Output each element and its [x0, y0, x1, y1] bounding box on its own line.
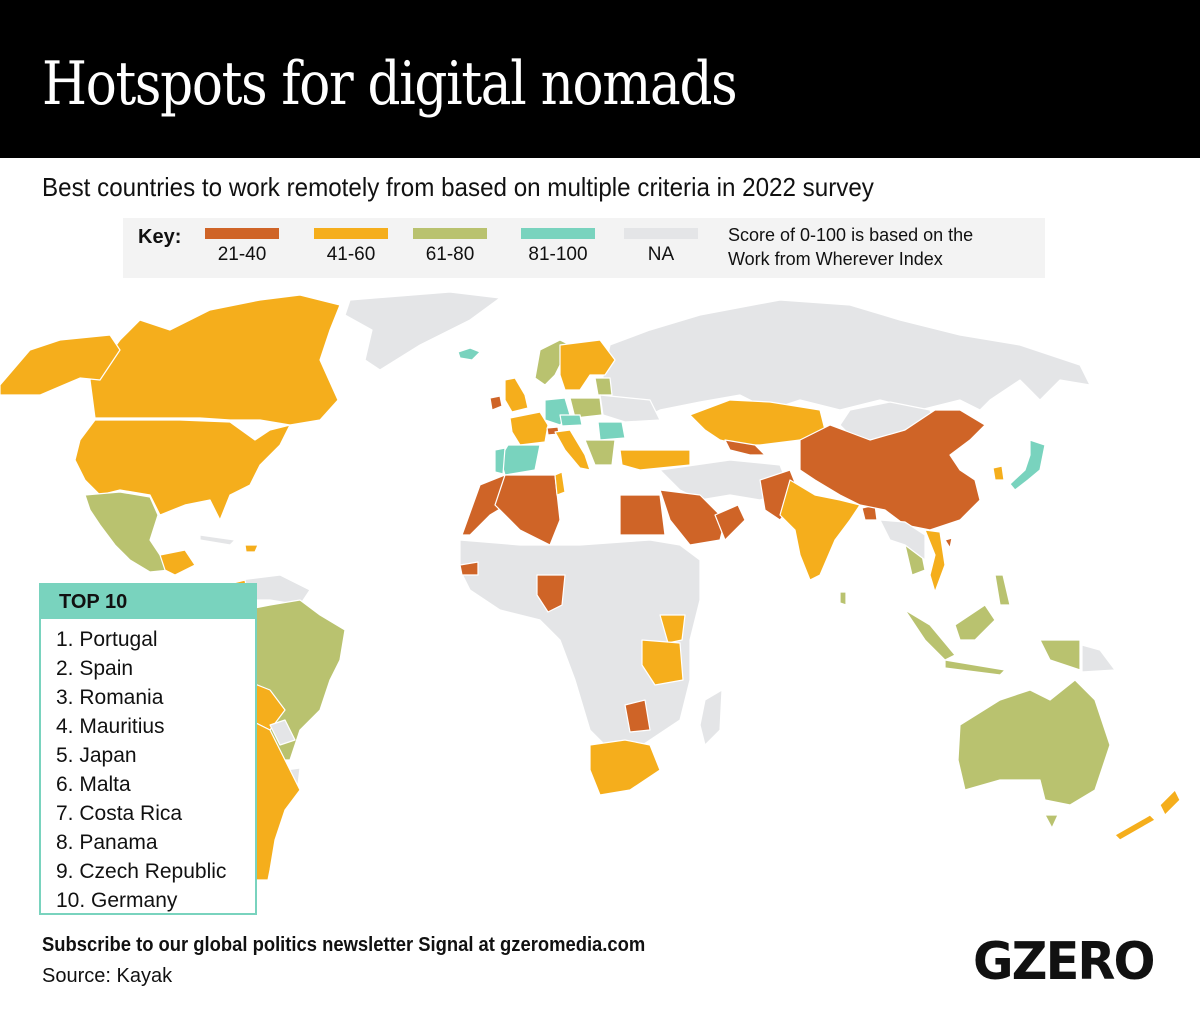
country-malaysia-indonesia — [904, 604, 1081, 676]
list-item: 2. Spain — [56, 657, 134, 680]
legend-swatch-21-40 — [205, 228, 279, 239]
legend-label-na: NA — [647, 244, 675, 265]
country-japan — [1009, 439, 1046, 491]
list-item: 1. Portugal — [56, 628, 158, 651]
legend: Key: 21-40 41-60 61-80 81-100 NA Score o… — [123, 218, 1045, 278]
country-algeria — [494, 474, 561, 546]
country-saudi-arabia — [659, 489, 726, 546]
country-france — [509, 411, 549, 446]
country-iceland — [457, 347, 481, 361]
country-italy — [554, 429, 591, 471]
country-south-korea — [992, 465, 1005, 481]
country-australia — [957, 679, 1111, 806]
country-united-states — [74, 419, 291, 521]
country-uzbekistan — [724, 439, 766, 456]
country-canada — [89, 294, 341, 426]
country-nigeria — [536, 574, 566, 613]
country-baltics — [594, 377, 613, 396]
legend-label-21-40: 21-40 — [217, 244, 267, 265]
list-item: 8. Panama — [56, 831, 158, 854]
top10-header: TOP 10 — [41, 585, 255, 619]
country-taiwan — [944, 537, 953, 549]
list-item: 6. Malta — [56, 773, 131, 796]
country-spain — [499, 444, 541, 476]
country-tanzania — [641, 639, 684, 686]
country-new-zealand — [1114, 789, 1181, 841]
country-sri-lanka — [839, 591, 847, 606]
country-philippines — [994, 574, 1011, 606]
header-banner: Hotspots for digital nomads — [0, 0, 1200, 158]
list-item: 4. Mauritius — [56, 715, 165, 738]
country-india — [779, 479, 861, 581]
source-text: Source: Kayak — [42, 965, 173, 987]
country-guatemala-honduras — [159, 549, 196, 576]
country-myanmar-laos-cambodia — [879, 519, 926, 561]
legend-note: Score of 0-100 is based on the Work from… — [728, 223, 973, 271]
list-item: 10. Germany — [56, 889, 178, 912]
country-tasmania — [1044, 814, 1059, 829]
world-map — [0, 291, 1181, 881]
legend-swatch-41-60 — [314, 228, 388, 239]
legend-label-81-100: 81-100 — [528, 244, 588, 265]
top10-list: 1. Portugal 2. Spain 3. Romania 4. Mauri… — [56, 625, 226, 915]
legend-swatch-na — [624, 228, 698, 239]
page-title: Hotspots for digital nomads — [42, 49, 738, 119]
country-ireland — [489, 395, 503, 411]
country-dominican-republic — [244, 544, 259, 553]
country-paraguay — [269, 719, 296, 746]
legend-swatch-61-80 — [413, 228, 487, 239]
subtitle: Best countries to work remotely from bas… — [42, 172, 874, 202]
country-balkans — [584, 439, 616, 466]
country-czech-republic — [559, 414, 583, 427]
country-zimbabwe — [624, 699, 651, 733]
country-senegal — [459, 561, 479, 576]
country-romania — [597, 421, 626, 441]
country-ukraine-belarus — [599, 394, 661, 423]
legend-note-line1: Score of 0-100 is based on the — [728, 225, 974, 245]
country-oman — [714, 504, 746, 541]
country-greenland — [344, 291, 501, 371]
list-item: 7. Costa Rica — [56, 802, 183, 825]
country-madagascar — [699, 689, 723, 746]
country-cuba — [199, 534, 236, 546]
list-item: 5. Japan — [56, 744, 137, 767]
country-turkey — [619, 449, 691, 471]
legend-swatch-81-100 — [521, 228, 595, 239]
country-sweden-finland — [559, 339, 616, 391]
country-usa-alaska — [0, 334, 121, 396]
country-papua-new-guinea — [1081, 644, 1116, 673]
legend-label: Key: — [138, 226, 182, 248]
list-item: 3. Romania — [56, 686, 164, 709]
country-russia — [599, 299, 1091, 421]
country-united-kingdom — [504, 377, 529, 413]
legend-label-41-60: 41-60 — [326, 244, 376, 265]
country-egypt — [619, 494, 666, 536]
country-kenya — [659, 614, 686, 644]
country-china — [799, 409, 986, 531]
top10-box: TOP 10 1. Portugal 2. Spain 3. Romania 4… — [39, 583, 257, 915]
country-portugal — [494, 447, 506, 475]
country-south-africa — [589, 739, 661, 796]
country-tunisia — [554, 471, 566, 496]
legend-label-61-80: 61-80 — [425, 244, 475, 265]
top10-title: TOP 10 — [59, 591, 128, 613]
country-vietnam — [924, 529, 946, 593]
gzero-logo: GZERO — [973, 932, 1156, 992]
country-poland — [569, 397, 603, 419]
legend-note-line2: Work from Wherever Index — [728, 249, 943, 269]
subscribe-text: Subscribe to our global politics newslet… — [42, 934, 646, 956]
list-item: 9. Czech Republic — [56, 860, 227, 883]
